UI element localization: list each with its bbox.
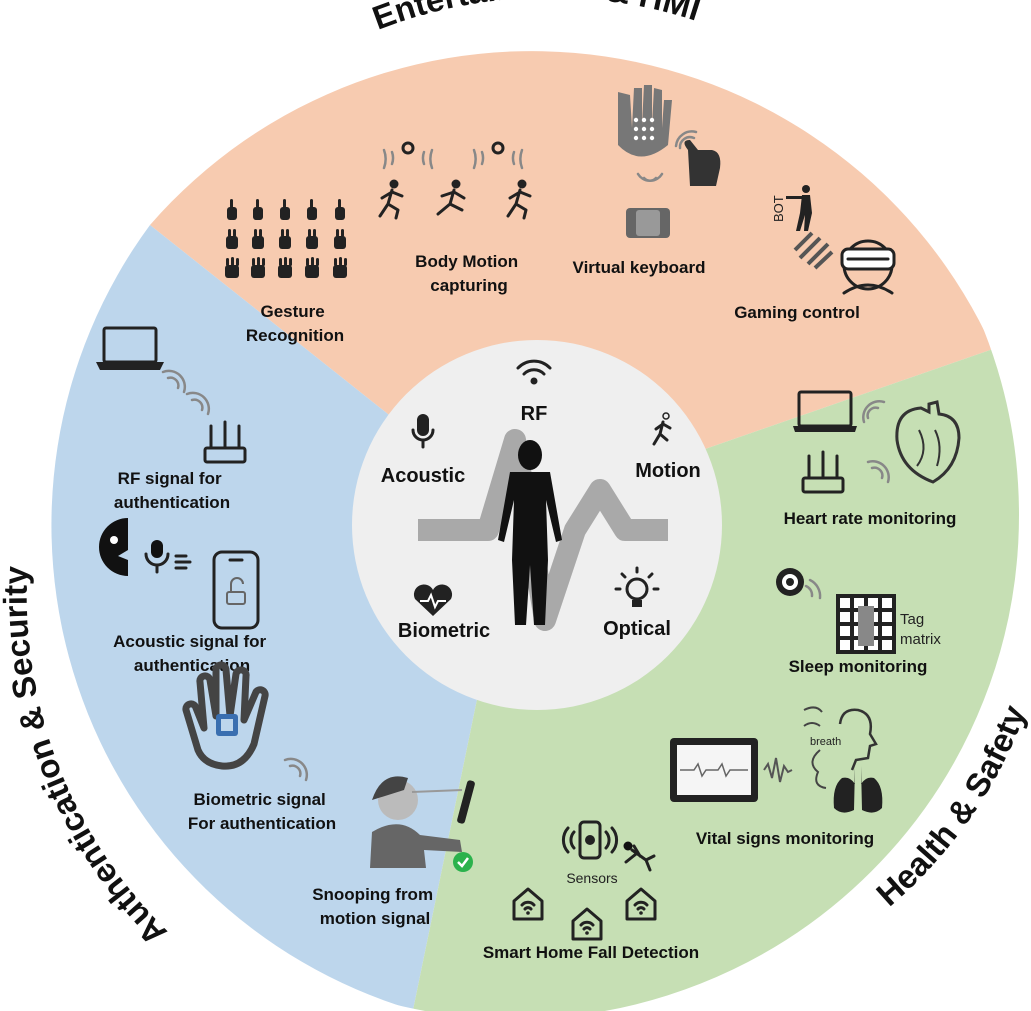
router-icon bbox=[203, 420, 247, 464]
hatch-marks bbox=[793, 231, 834, 270]
label-gaming-control: Gaming control bbox=[734, 303, 860, 322]
sector-entertainment bbox=[150, 51, 993, 515]
gesture-hands-grid bbox=[225, 199, 347, 278]
phone-lock-icon bbox=[212, 550, 260, 630]
human-silhouette bbox=[498, 440, 562, 625]
sector-title-entertainment: Entertainment & HMI bbox=[367, 0, 705, 37]
head-breath-icon bbox=[803, 706, 878, 789]
label-acoustic-authentication: Acoustic signal for authentication bbox=[113, 632, 271, 675]
heart-organ-icon bbox=[895, 400, 961, 484]
keyboard-glove-icon bbox=[618, 85, 721, 238]
body-motion-icon bbox=[378, 141, 532, 220]
label-body-motion: Body Motion capturing bbox=[415, 252, 523, 295]
sleep-radar-icon bbox=[776, 568, 822, 600]
heart-waves bbox=[862, 400, 890, 484]
laptop-icon bbox=[96, 326, 164, 370]
monitor-icon bbox=[670, 738, 758, 802]
core-signal-wave bbox=[418, 429, 668, 631]
house-wifi-icon-2 bbox=[571, 907, 603, 941]
lungs-icon bbox=[833, 766, 883, 813]
core-label-rf: RF bbox=[521, 403, 548, 425]
tag-matrix-icon bbox=[836, 594, 896, 654]
vital-signal-wave bbox=[763, 757, 793, 783]
house-wifi-icon-1 bbox=[512, 887, 544, 921]
heart-pulse-icon bbox=[413, 584, 453, 616]
label-breath: breath bbox=[810, 736, 841, 748]
label-sensors: Sensors bbox=[566, 870, 617, 886]
core-label-optical: Optical bbox=[603, 618, 671, 640]
falling-person-icon bbox=[623, 841, 656, 872]
label-sleep-monitoring: Sleep monitoring bbox=[789, 657, 928, 676]
label-tag-matrix: Tag matrix bbox=[900, 611, 941, 648]
soldier-icon bbox=[786, 185, 812, 231]
light-bulb-icon bbox=[614, 566, 660, 607]
hand-icon bbox=[182, 661, 269, 770]
microphone-icon bbox=[411, 414, 435, 449]
label-biometric-authentication: Biometric signal For authentication bbox=[188, 790, 336, 833]
sensor-device-icon bbox=[561, 820, 619, 860]
label-rf-authentication: RF signal for authentication bbox=[114, 469, 230, 512]
check-icon bbox=[453, 852, 473, 872]
wifi-icon bbox=[516, 359, 552, 385]
acoustic-auth-icon bbox=[99, 518, 192, 576]
person-icon bbox=[370, 776, 475, 868]
house-wifi-icon-3 bbox=[625, 887, 657, 921]
label-heart-rate: Heart rate monitoring bbox=[784, 509, 957, 528]
router-icon-health bbox=[801, 450, 845, 494]
label-gesture-recognition: Gesture Recognition bbox=[246, 302, 344, 345]
monitor-laptop-icon bbox=[793, 390, 857, 432]
rf-waves bbox=[161, 369, 211, 416]
runner-icon bbox=[652, 412, 672, 446]
vr-headset-icon bbox=[840, 239, 896, 295]
core-label-biometric: Biometric bbox=[398, 620, 490, 642]
label-virtual-keyboard: Virtual keyboard bbox=[573, 258, 706, 277]
biometric-waves bbox=[283, 757, 309, 782]
core-label-motion: Motion bbox=[635, 460, 701, 482]
label-bot: BOT bbox=[771, 195, 786, 222]
label-vital-signs: Vital signs monitoring bbox=[696, 829, 874, 848]
label-fall-detection: Smart Home Fall Detection bbox=[483, 943, 699, 962]
core-label-acoustic: Acoustic bbox=[381, 465, 465, 487]
label-snooping: Snooping from motion signal bbox=[312, 885, 438, 928]
